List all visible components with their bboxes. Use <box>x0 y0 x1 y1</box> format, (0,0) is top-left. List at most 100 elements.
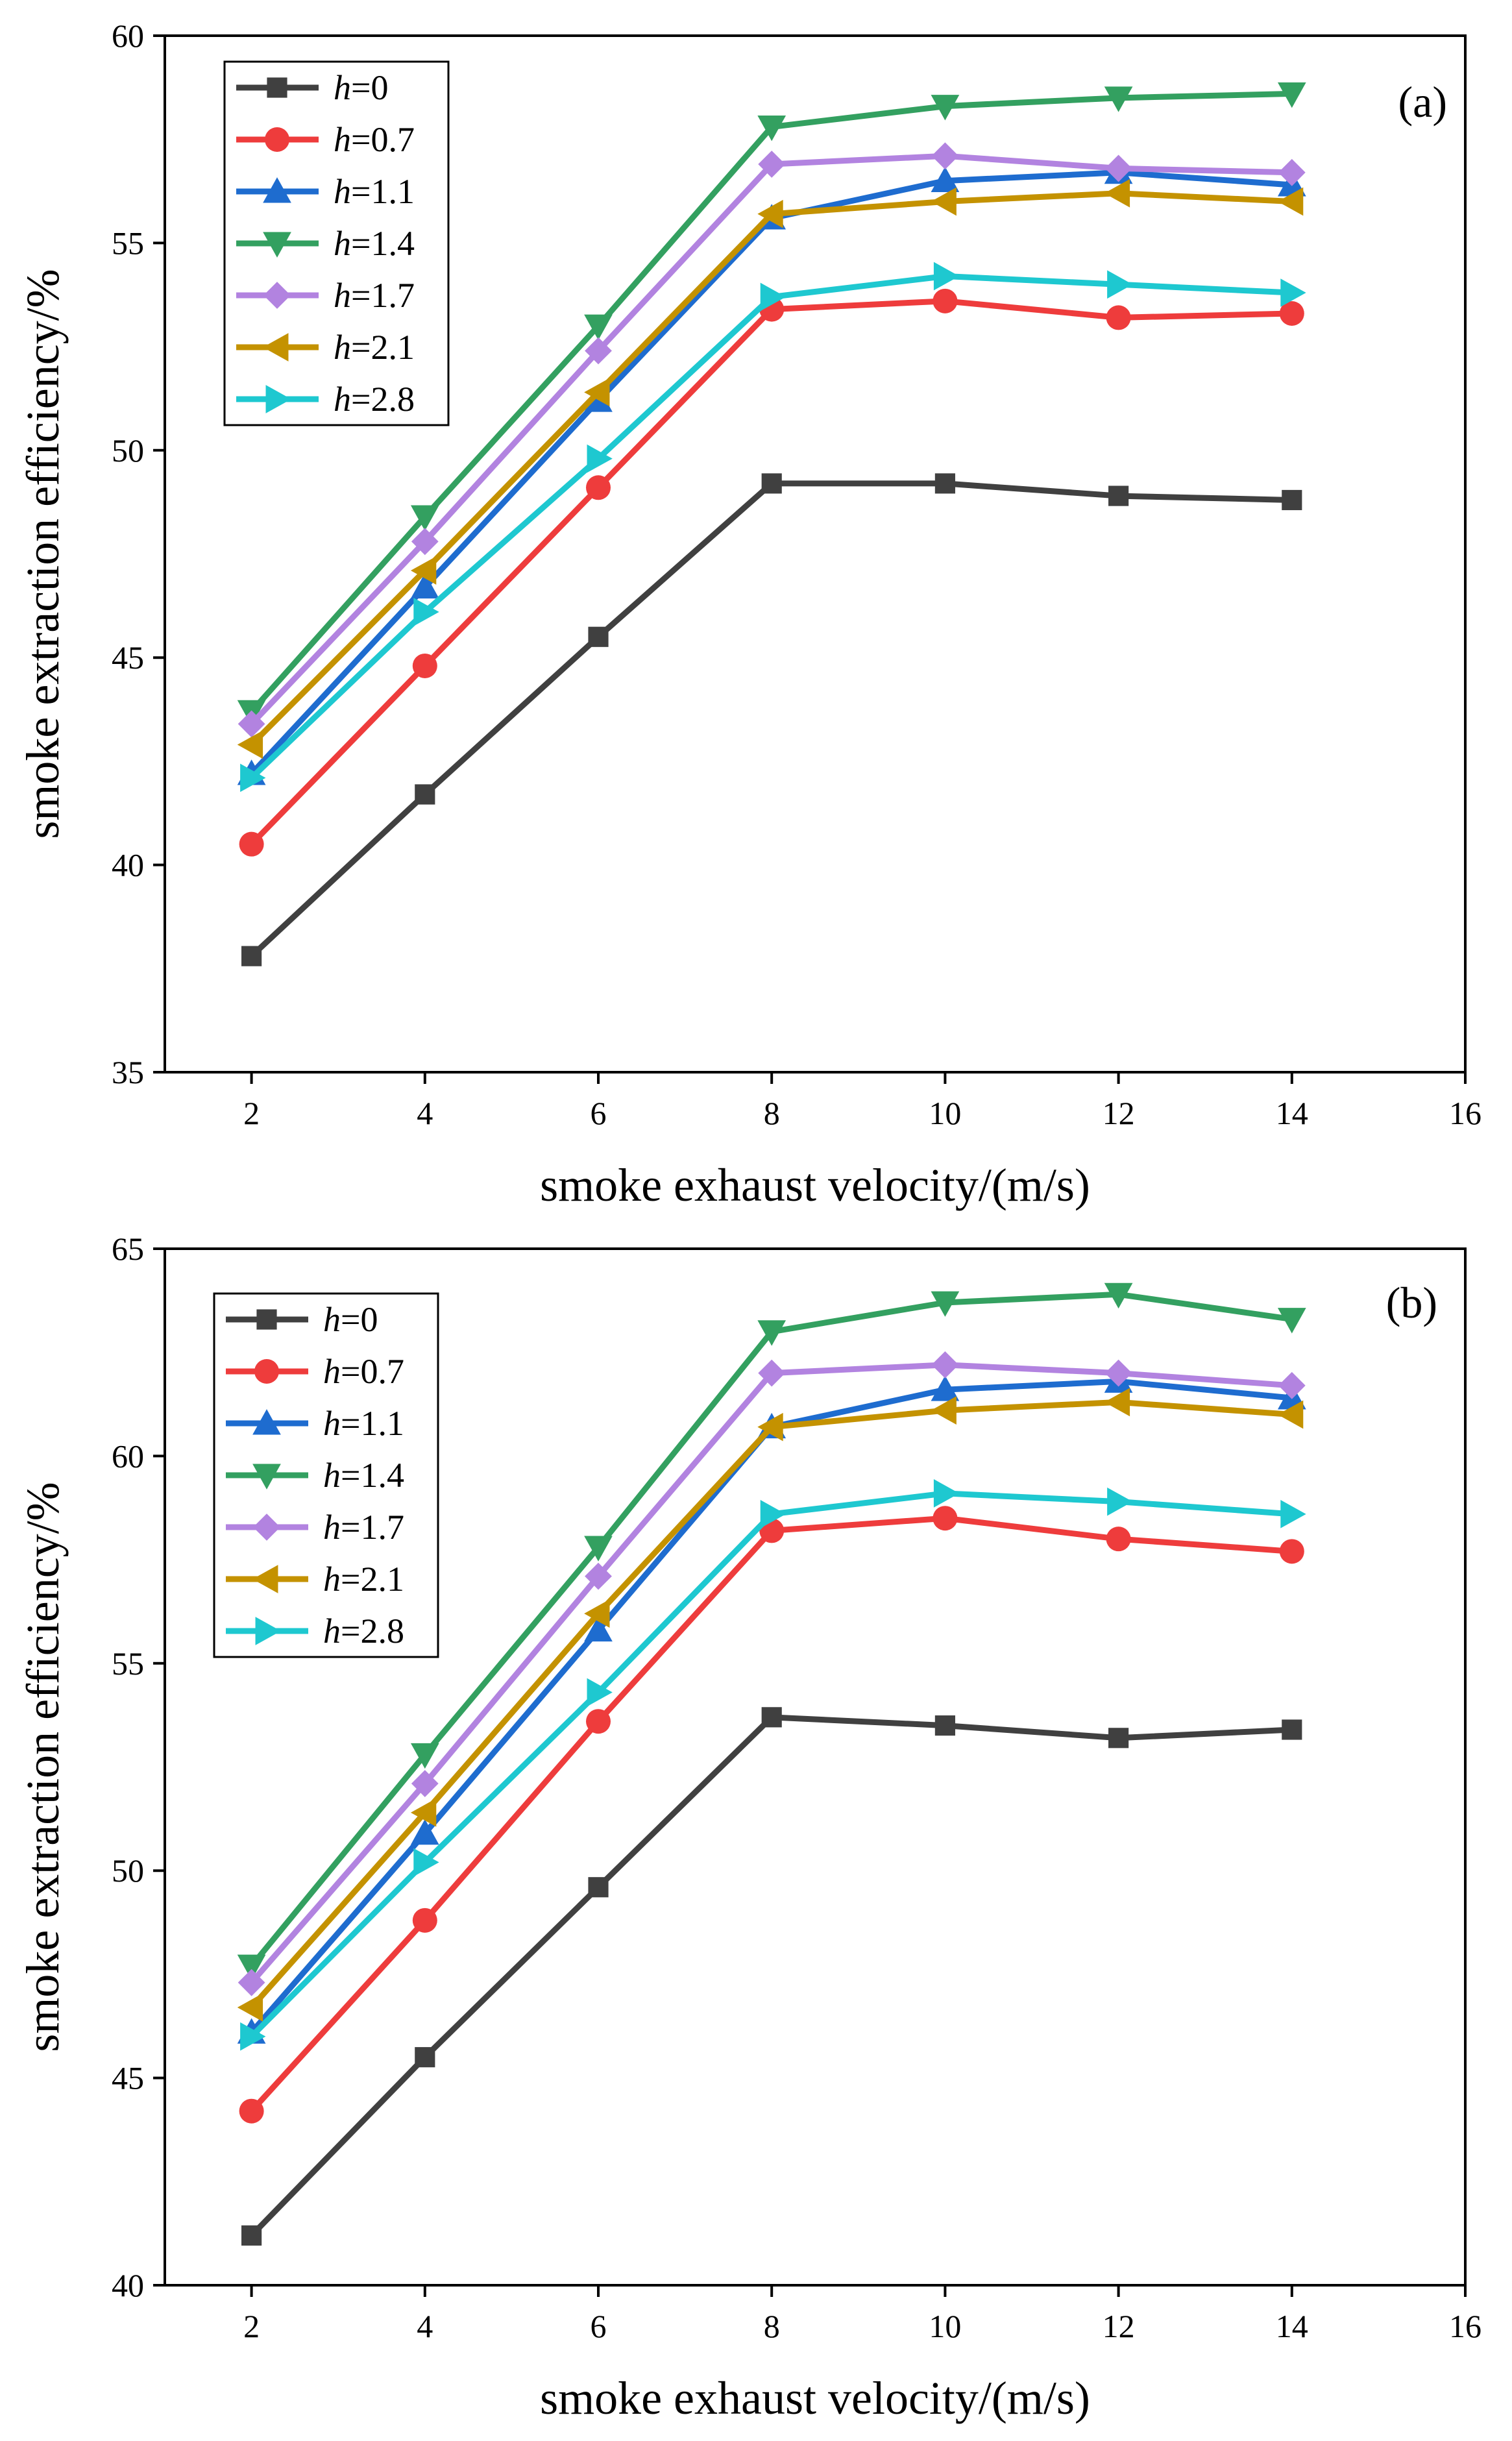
data-point <box>412 1907 437 1933</box>
legend-label-var: h <box>334 172 351 211</box>
legend-item: h=1.7 <box>226 1508 404 1547</box>
legend-label-value: =2.8 <box>351 380 415 419</box>
data-point <box>758 1359 786 1387</box>
data-point <box>1104 178 1130 208</box>
legend-label: h=2.8 <box>334 380 415 419</box>
legend: h=0h=0.7h=1.1h=1.4h=1.7h=2.1h=2.8 <box>213 1292 439 1658</box>
legend-label-value: =1.7 <box>341 1508 404 1547</box>
panel-label: (a) <box>1398 77 1447 127</box>
legend-label-var: h <box>334 328 351 367</box>
data-point <box>760 1499 786 1528</box>
data-point <box>758 151 786 178</box>
x-tick-label: 16 <box>1449 1095 1482 1131</box>
plot-frame <box>164 34 1467 1073</box>
legend-item: h=2.1 <box>236 328 415 367</box>
data-point <box>588 1877 609 1898</box>
legend-item: h=0 <box>236 68 388 107</box>
legend-marker <box>252 1464 281 1490</box>
x-tick-label: 6 <box>591 2308 607 2344</box>
legend-item: h=1.1 <box>236 172 415 211</box>
legend-label: h=1.4 <box>334 224 415 263</box>
data-point <box>585 337 612 365</box>
legend-marker <box>263 282 291 309</box>
legend-label-value: =1.1 <box>351 172 415 211</box>
data-point <box>757 1412 783 1441</box>
data-point <box>410 556 437 585</box>
series-h-1_7 <box>238 1351 1306 1996</box>
y-tick-label: 45 <box>112 639 144 676</box>
legend-marker <box>267 77 287 98</box>
data-point <box>1107 270 1133 299</box>
data-point <box>584 1536 613 1562</box>
data-point <box>933 288 958 313</box>
series-h-2_8 <box>240 1479 1306 2051</box>
x-tick-label: 8 <box>764 2308 780 2344</box>
data-point <box>1282 1719 1302 1740</box>
data-point <box>587 1678 613 1707</box>
legend-label-var: h <box>334 380 351 419</box>
data-point <box>415 784 435 805</box>
legend-label-var: h <box>334 68 351 107</box>
legend-label-var: h <box>323 1404 341 1443</box>
data-point <box>584 1599 610 1628</box>
legend-label-value: =1.4 <box>351 224 415 263</box>
data-point <box>1104 1359 1132 1387</box>
legend-marker <box>265 127 289 152</box>
data-point <box>588 626 609 647</box>
data-point <box>586 475 611 500</box>
x-tick-label: 14 <box>1276 1095 1308 1131</box>
series-h-2_1 <box>237 1388 1304 2022</box>
legend-label-value: =2.8 <box>341 1612 404 1650</box>
data-point <box>1104 154 1132 182</box>
panel-label: (b) <box>1386 1278 1437 1327</box>
y-tick-label: 55 <box>112 225 144 261</box>
x-axis-title: smoke exhaust velocity/(m/s) <box>540 1159 1090 1211</box>
legend-item: h=2.8 <box>236 380 415 419</box>
data-point <box>931 95 960 121</box>
series-line <box>249 1714 1293 2238</box>
legend-label: h=1.1 <box>334 172 415 211</box>
data-point <box>1106 1527 1131 1552</box>
legend-item: h=1.4 <box>226 1456 404 1495</box>
legend-label: h=0 <box>323 1300 378 1339</box>
legend-item: h=0.7 <box>236 120 415 159</box>
data-point <box>1104 1282 1133 1309</box>
legend-item: h=1.4 <box>236 224 415 263</box>
legend-label-var: h <box>323 1456 341 1495</box>
legend-label-value: =2.1 <box>341 1560 404 1599</box>
legend: h=0h=0.7h=1.1h=1.4h=1.7h=2.1h=2.8 <box>223 60 450 426</box>
legend-item: h=0.7 <box>226 1352 404 1391</box>
legend-label: h=1.7 <box>323 1508 404 1547</box>
data-point <box>411 1770 439 1797</box>
legend-label-var: h <box>334 120 351 159</box>
data-point <box>761 1707 782 1728</box>
legend-marker <box>256 1309 277 1330</box>
legend-label: h=2.8 <box>323 1612 404 1650</box>
legend-label-var: h <box>323 1508 341 1547</box>
data-point <box>240 763 266 792</box>
data-point <box>237 1954 266 1980</box>
data-point <box>584 314 613 341</box>
chart-panel-a: 2 4 6 8 10 12 14 16 35 40 45 50 55 60 smoke exhaust ve… <box>17 18 1482 1211</box>
data-point <box>1107 1487 1133 1516</box>
data-point <box>1106 305 1131 330</box>
series-h-1_4 <box>237 82 1306 726</box>
data-point <box>1277 1400 1304 1429</box>
legend-marker <box>263 333 289 362</box>
data-point <box>412 653 437 678</box>
x-tick-label: 4 <box>417 2308 433 2344</box>
data-point <box>1280 278 1306 307</box>
data-point <box>237 1993 263 2022</box>
legend-item: h=1.1 <box>226 1404 404 1443</box>
data-point <box>934 473 955 494</box>
data-point <box>239 831 264 857</box>
data-point <box>1278 158 1306 186</box>
data-point <box>238 1969 265 1996</box>
data-point <box>931 187 957 216</box>
legend-label-value: =1.1 <box>341 1404 404 1443</box>
data-point <box>931 1291 960 1317</box>
x-tick-label: 14 <box>1276 2308 1308 2344</box>
y-tick-label: 40 <box>112 2267 144 2303</box>
data-point <box>1279 1539 1304 1564</box>
